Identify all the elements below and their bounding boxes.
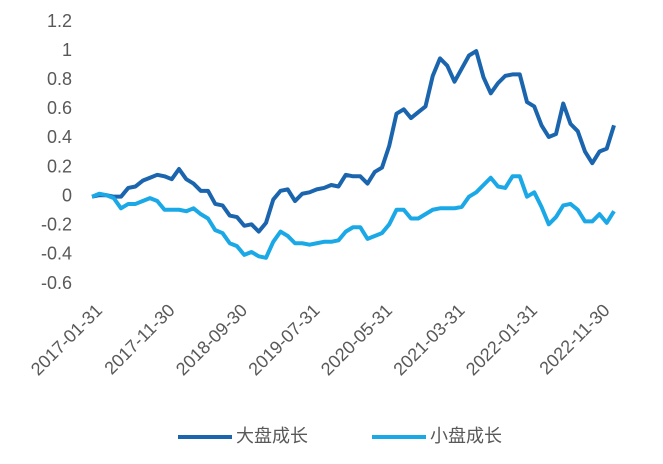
legend-label: 大盘成长 [236, 426, 308, 446]
legend-label: 小盘成长 [430, 426, 502, 446]
y-tick-label: 0.6 [47, 98, 72, 118]
y-tick-label: -0.4 [41, 244, 72, 264]
x-tick-label: 2017-01-31 [27, 300, 106, 379]
y-tick-label: 0.8 [47, 69, 72, 89]
series-line [91, 49, 616, 234]
y-tick-label: 1 [62, 40, 72, 60]
x-tick-label: 2022-11-30 [535, 300, 613, 378]
x-tick-label: 2017-11-30 [100, 300, 178, 378]
x-tick-label: 2018-09-30 [172, 300, 251, 379]
x-tick-label: 2019-07-31 [244, 300, 323, 379]
series-line [91, 174, 616, 260]
y-tick-label: -0.6 [41, 273, 72, 293]
y-tick-label: -0.2 [41, 215, 72, 235]
y-tick-label: 0 [62, 185, 72, 205]
x-tick-label: 2022-01-31 [462, 300, 541, 379]
y-tick-label: 0.4 [47, 127, 72, 147]
y-tick-label: 0.2 [47, 156, 72, 176]
x-tick-label: 2020-05-31 [317, 300, 396, 379]
x-tick-label: 2021-03-31 [389, 300, 468, 379]
y-tick-label: 1.2 [47, 11, 72, 31]
